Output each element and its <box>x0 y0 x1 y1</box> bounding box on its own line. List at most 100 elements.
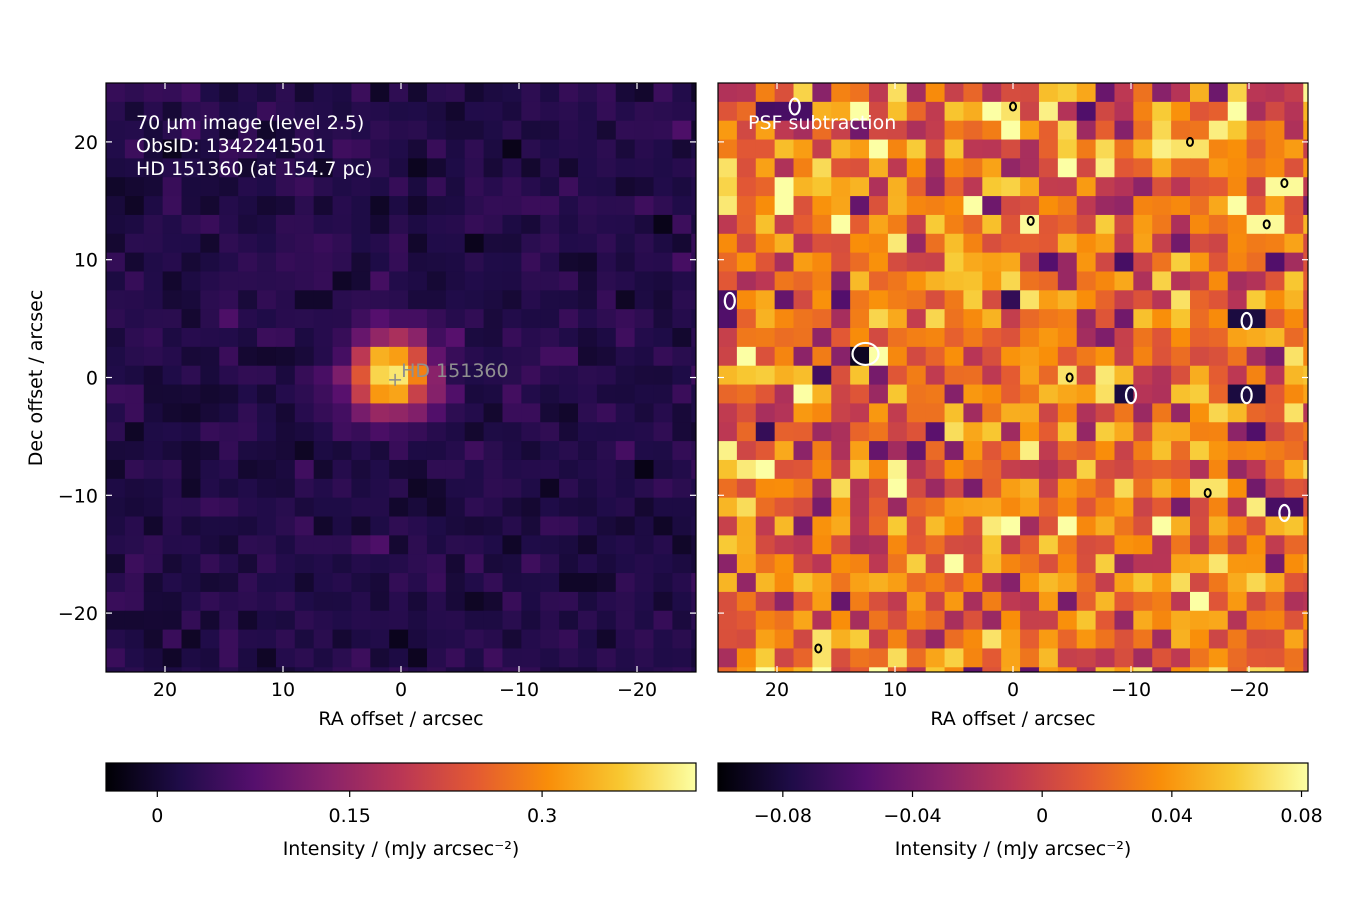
heatmap-cell <box>559 271 579 291</box>
heatmap-cell <box>162 403 183 423</box>
heatmap-cell <box>1020 328 1040 348</box>
heatmap-cell <box>426 573 447 593</box>
heatmap-cell <box>1076 573 1097 593</box>
heatmap-cell <box>672 328 692 348</box>
heatmap-cell <box>521 516 541 536</box>
heatmap-cell <box>1095 290 1116 310</box>
heatmap-cell <box>219 478 239 499</box>
heatmap-cell <box>143 573 164 593</box>
heatmap-cell <box>559 290 579 310</box>
heatmap-cell <box>1076 384 1097 405</box>
heatmap-cell <box>1190 158 1210 178</box>
heatmap-cell <box>1095 535 1116 555</box>
heatmap-cell <box>850 158 870 178</box>
heatmap-cell <box>925 346 946 367</box>
heatmap-cell <box>1020 591 1040 612</box>
heatmap-cell <box>1208 459 1229 480</box>
heatmap-cell <box>1265 252 1285 273</box>
heatmap-cell <box>426 384 447 405</box>
heatmap-cell <box>578 346 598 367</box>
heatmap-cell <box>106 591 126 612</box>
heatmap-cell <box>219 120 239 141</box>
heatmap-cell <box>426 214 447 235</box>
heatmap-cell <box>1038 648 1059 668</box>
heatmap-cell <box>1284 648 1304 668</box>
heatmap-cell <box>464 573 485 593</box>
heatmap-cell <box>106 346 126 367</box>
heatmap-cell <box>812 309 832 329</box>
heatmap-cell <box>615 441 636 461</box>
heatmap-cell <box>502 497 522 518</box>
heatmap-cell <box>351 554 371 574</box>
heatmap-cell <box>887 422 908 442</box>
heatmap-cell <box>389 309 409 329</box>
heatmap-cell <box>963 516 983 536</box>
heatmap-cell <box>653 309 673 329</box>
heatmap-cell <box>483 309 504 329</box>
heatmap-cell <box>1076 346 1097 367</box>
heatmap-cell <box>313 290 334 310</box>
heatmap-cell <box>831 403 851 423</box>
y-tick-label: −10 <box>58 485 98 507</box>
heatmap-cell <box>887 478 908 499</box>
heatmap-cell <box>1001 629 1021 650</box>
heatmap-cell <box>1095 158 1116 178</box>
heatmap-cell <box>219 290 239 310</box>
heatmap-cell <box>275 252 296 273</box>
heatmap-cell <box>332 309 353 329</box>
heatmap-cell <box>793 139 813 159</box>
heatmap-cell <box>906 196 927 216</box>
heatmap-cell <box>906 365 927 386</box>
heatmap-cell <box>1076 459 1097 480</box>
heatmap-cell <box>521 214 541 235</box>
heatmap-cell <box>1265 271 1285 291</box>
heatmap-cell <box>294 403 315 423</box>
heatmap-cell <box>1227 478 1248 499</box>
heatmap-cell <box>887 573 908 593</box>
heatmap-cell <box>124 290 145 310</box>
heatmap-cell <box>219 233 239 254</box>
heatmap-cell <box>426 554 447 574</box>
heatmap-cell <box>483 667 504 672</box>
heatmap-cell <box>615 478 636 499</box>
heatmap-cell <box>774 139 795 159</box>
heatmap-cell <box>483 120 504 141</box>
heatmap-cell <box>275 535 296 555</box>
heatmap-cell <box>559 384 579 405</box>
heatmap-cell <box>275 271 296 291</box>
heatmap-cell <box>944 139 965 159</box>
heatmap-cell <box>351 648 371 668</box>
heatmap-cell <box>483 573 504 593</box>
heatmap-cell <box>1190 516 1210 536</box>
heatmap-cell <box>124 667 145 672</box>
heatmap-cell <box>219 497 239 518</box>
heatmap-cell <box>653 83 673 103</box>
heatmap-cell <box>1076 196 1097 216</box>
heatmap-cell <box>1246 290 1267 310</box>
heatmap-cell <box>755 554 776 574</box>
heatmap-cell <box>869 158 889 178</box>
heatmap-cell <box>634 497 655 518</box>
heatmap-cell <box>1095 271 1116 291</box>
heatmap-cell <box>1001 497 1021 518</box>
heatmap-cell <box>755 328 776 348</box>
heatmap-cell <box>200 441 220 461</box>
heatmap-cell <box>1057 629 1078 650</box>
heatmap-cell <box>464 610 485 631</box>
heatmap-cell <box>869 648 889 668</box>
heatmap-cell <box>793 497 813 518</box>
heatmap-cell <box>521 535 541 555</box>
colorbar-tick-label: 0 <box>1036 805 1048 827</box>
heatmap-cell <box>1227 158 1248 178</box>
heatmap-cell <box>483 214 504 235</box>
heatmap-cell <box>793 252 813 273</box>
heatmap-cell <box>275 158 296 178</box>
heatmap-cell <box>275 233 296 254</box>
heatmap-cell <box>869 403 889 423</box>
heatmap-cell <box>831 309 851 329</box>
heatmap-cell <box>426 629 447 650</box>
heatmap-cell <box>1133 554 1153 574</box>
heatmap-cell <box>559 346 579 367</box>
heatmap-cell <box>925 290 946 310</box>
heatmap-cell <box>559 610 579 631</box>
